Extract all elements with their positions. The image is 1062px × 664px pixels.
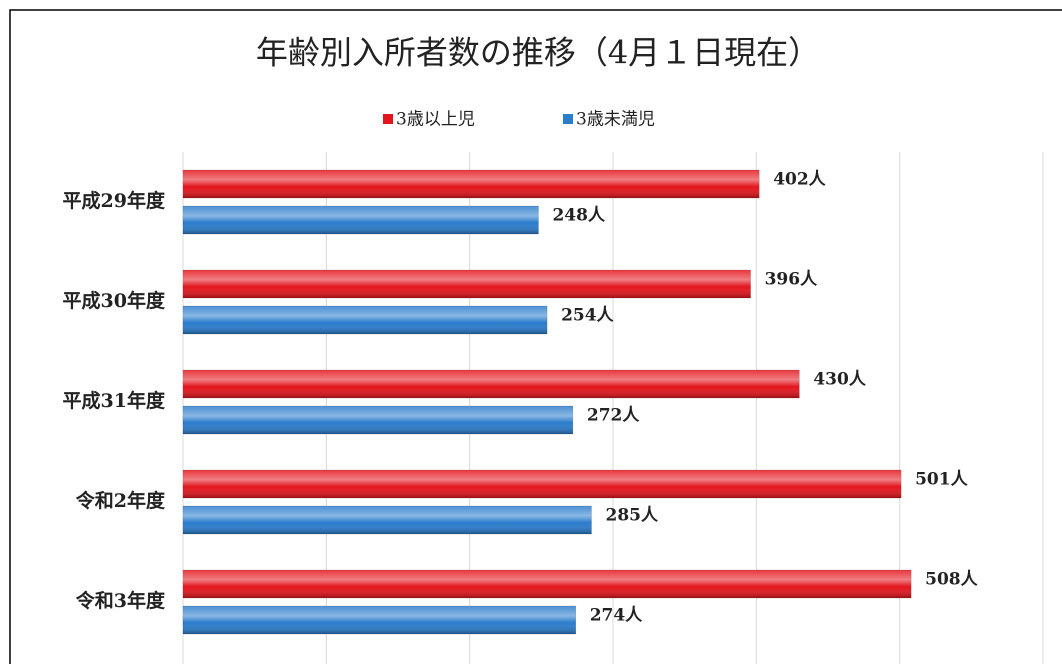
bar-shine [183,370,800,398]
bar-shine [183,206,539,234]
bar-shine [183,470,902,498]
legend-swatch [563,114,573,124]
y-tick-label: 令和3年度 [76,589,166,612]
data-label: 396人 [765,270,818,290]
legend-label: 3歳以上児 [396,110,475,130]
data-label: 285人 [606,506,659,526]
legend-label: 3歳未満児 [576,110,655,130]
y-tick-label: 平成30年度 [63,289,166,312]
bar-shine [183,170,760,198]
y-tick-label: 平成31年度 [63,389,166,412]
legend-swatch [383,114,393,124]
data-label: 248人 [552,206,605,226]
chart-title: 年齢別入所者数の推移（4月１日現在） [256,34,820,72]
data-label: 272人 [587,406,640,426]
bar-shine [183,406,573,434]
y-tick-label: 平成29年度 [63,189,166,212]
bar-shine [183,506,592,534]
chart-frame [9,9,1062,664]
bar-shine [183,306,548,334]
data-label: 402人 [773,170,826,190]
bar-shine [183,570,912,598]
data-label: 501人 [915,470,968,490]
y-tick-label: 令和2年度 [76,489,166,512]
data-label: 274人 [590,606,643,626]
bar-shine [183,270,751,298]
data-label: 254人 [561,306,614,326]
data-label: 430人 [813,370,866,390]
data-label: 508人 [925,570,978,590]
bar-shine [183,606,576,634]
